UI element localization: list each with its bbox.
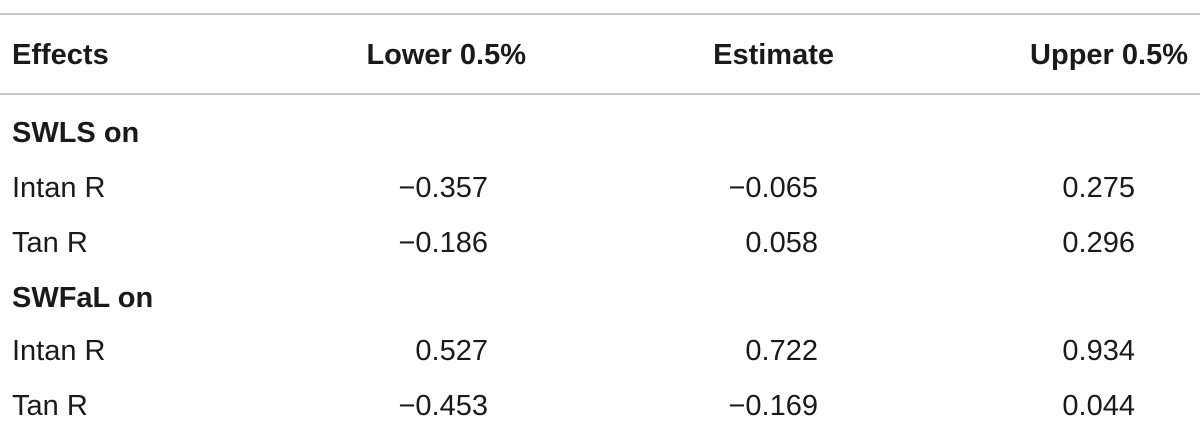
effect-cell: Intan R [12,335,106,367]
estimate-cell: −0.169 [728,390,818,422]
table-row: Intan R −0.357 −0.065 0.275 [0,160,1200,216]
column-header-estimate: Estimate [713,39,834,71]
table-top-rule [0,13,1200,15]
lower-cell: −0.357 [398,172,488,204]
upper-cell: 0.934 [1062,335,1135,367]
lower-cell: −0.453 [398,390,488,422]
lower-cell: −0.186 [398,227,488,259]
group-header-swls: SWLS on [0,105,1200,161]
column-header-effects: Effects [12,39,109,71]
table-header-row: Effects Lower 0.5% Estimate Upper 0.5% [0,25,1200,85]
effect-cell: Tan R [12,227,88,259]
estimate-cell: 0.722 [745,335,818,367]
estimate-cell: 0.058 [745,227,818,259]
upper-cell: 0.296 [1062,227,1135,259]
column-header-lower: Lower 0.5% [366,39,526,71]
upper-cell: 0.275 [1062,172,1135,204]
group-label: SWLS on [12,117,140,149]
column-header-upper: Upper 0.5% [1030,39,1188,71]
table-row: Intan R 0.527 0.722 0.934 [0,323,1200,379]
lower-cell: 0.527 [415,335,488,367]
upper-cell: 0.044 [1062,390,1135,422]
estimate-cell: −0.065 [728,172,818,204]
table-row: Tan R −0.453 −0.169 0.044 [0,378,1200,434]
effect-cell: Tan R [12,390,88,422]
group-label: SWFaL on [12,282,154,314]
table-row: Tan R −0.186 0.058 0.296 [0,215,1200,271]
group-header-swfal: SWFaL on [0,270,1200,326]
effect-cell: Intan R [12,172,106,204]
header-rule [0,93,1200,95]
